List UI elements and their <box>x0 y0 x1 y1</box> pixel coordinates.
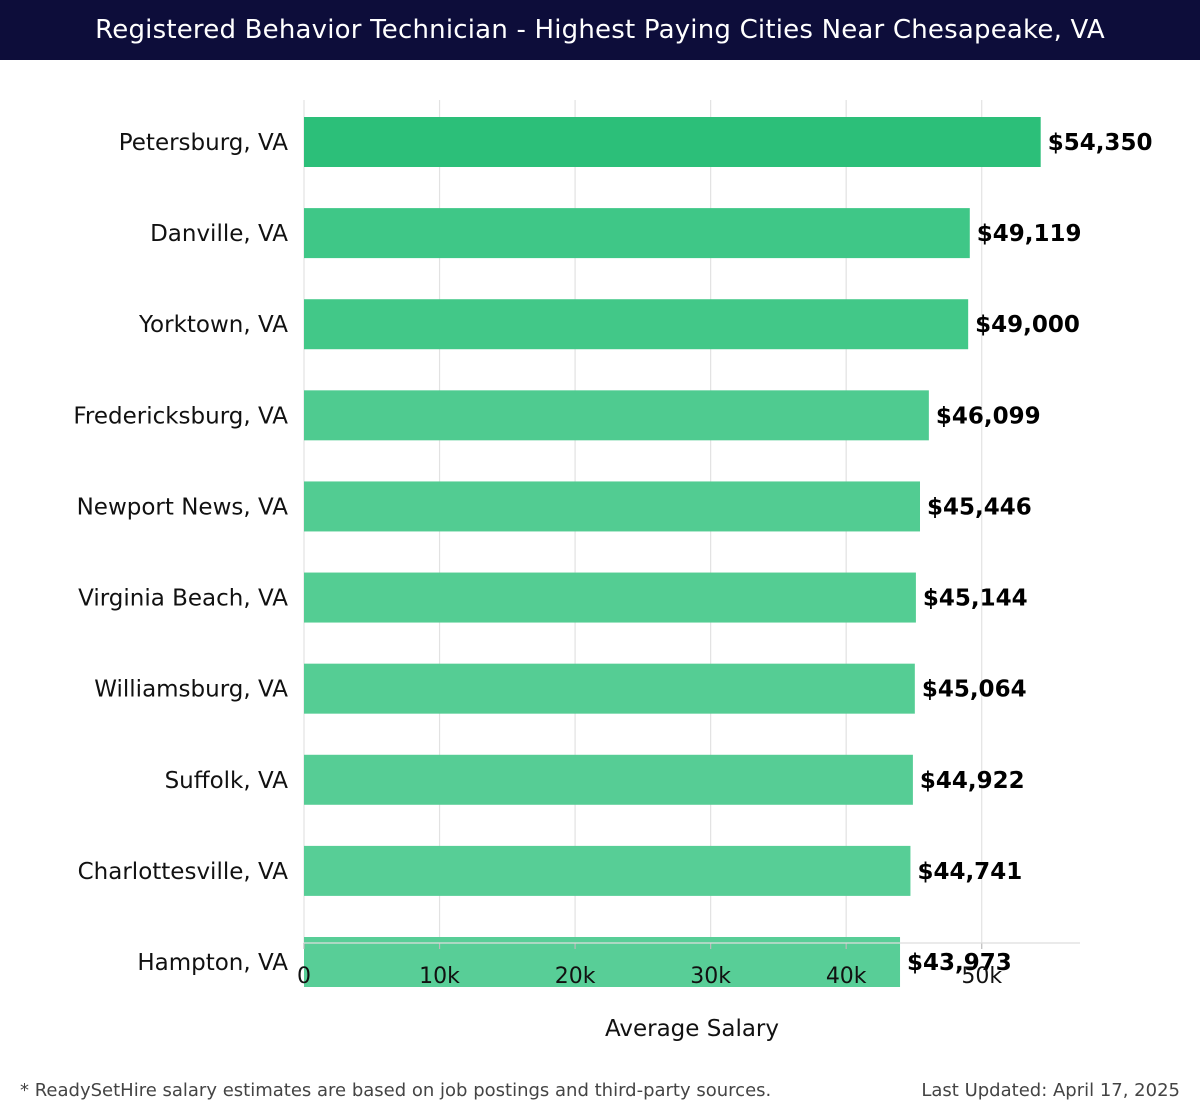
value-label: $49,000 <box>975 312 1080 338</box>
x-tick-label: 0 <box>297 964 311 989</box>
last-updated: Last Updated: April 17, 2025 <box>921 1080 1180 1101</box>
salary-bar-chart: Petersburg, VA Danville, VA Yorktown, VA Fr… <box>73 100 1152 1042</box>
category-label: Newport News, VA <box>77 494 289 520</box>
bar <box>304 845 911 896</box>
category-label: Virginia Beach, VA <box>78 586 288 612</box>
category-label: Williamsburg, VA <box>94 677 288 703</box>
category-label: Danville, VA <box>150 221 288 247</box>
x-axis-label: Average Salary <box>605 1016 779 1042</box>
x-tick-label: 30k <box>690 964 731 989</box>
bar <box>304 117 1041 167</box>
value-label: $43,973 <box>907 950 1012 976</box>
value-label: $44,741 <box>917 859 1022 885</box>
bar <box>304 390 929 441</box>
value-label: $44,922 <box>920 768 1025 794</box>
x-tick-label: 40k <box>826 964 867 989</box>
category-labels: Petersburg, VA Danville, VA Yorktown, VA Fr… <box>73 130 288 976</box>
bar <box>304 937 901 987</box>
chart-title: Registered Behavior Technician - Highest… <box>0 0 1200 60</box>
footer-note: * ReadySetHire salary estimates are base… <box>20 1080 772 1101</box>
bar <box>304 754 913 805</box>
value-label: $45,064 <box>922 677 1027 703</box>
x-tick-label: 20k <box>555 964 596 989</box>
value-label: $46,099 <box>936 403 1041 429</box>
value-label: $54,350 <box>1048 130 1153 156</box>
value-label: $45,144 <box>923 586 1028 612</box>
bar <box>304 481 921 532</box>
x-tick-label: 10k <box>419 964 460 989</box>
x-tick-label: 50k <box>961 964 1002 989</box>
bar <box>304 572 916 623</box>
value-labels: $54,350 $49,119 $49,000 $46,099 $45,446 $45,1… <box>907 130 1152 976</box>
x-axis: 0 10k 20k 30k 40k 50k <box>297 942 1080 989</box>
category-label: Petersburg, VA <box>119 130 289 156</box>
value-label: $49,119 <box>977 221 1082 247</box>
category-label: Suffolk, VA <box>165 768 289 794</box>
bar <box>304 299 969 350</box>
category-label: Yorktown, VA <box>138 312 288 338</box>
bar <box>304 208 970 259</box>
category-label: Hampton, VA <box>137 950 288 976</box>
bars <box>304 117 1041 987</box>
category-label: Charlottesville, VA <box>78 859 289 885</box>
value-label: $45,446 <box>927 494 1032 520</box>
category-label: Fredericksburg, VA <box>73 403 288 429</box>
bar <box>304 663 915 714</box>
